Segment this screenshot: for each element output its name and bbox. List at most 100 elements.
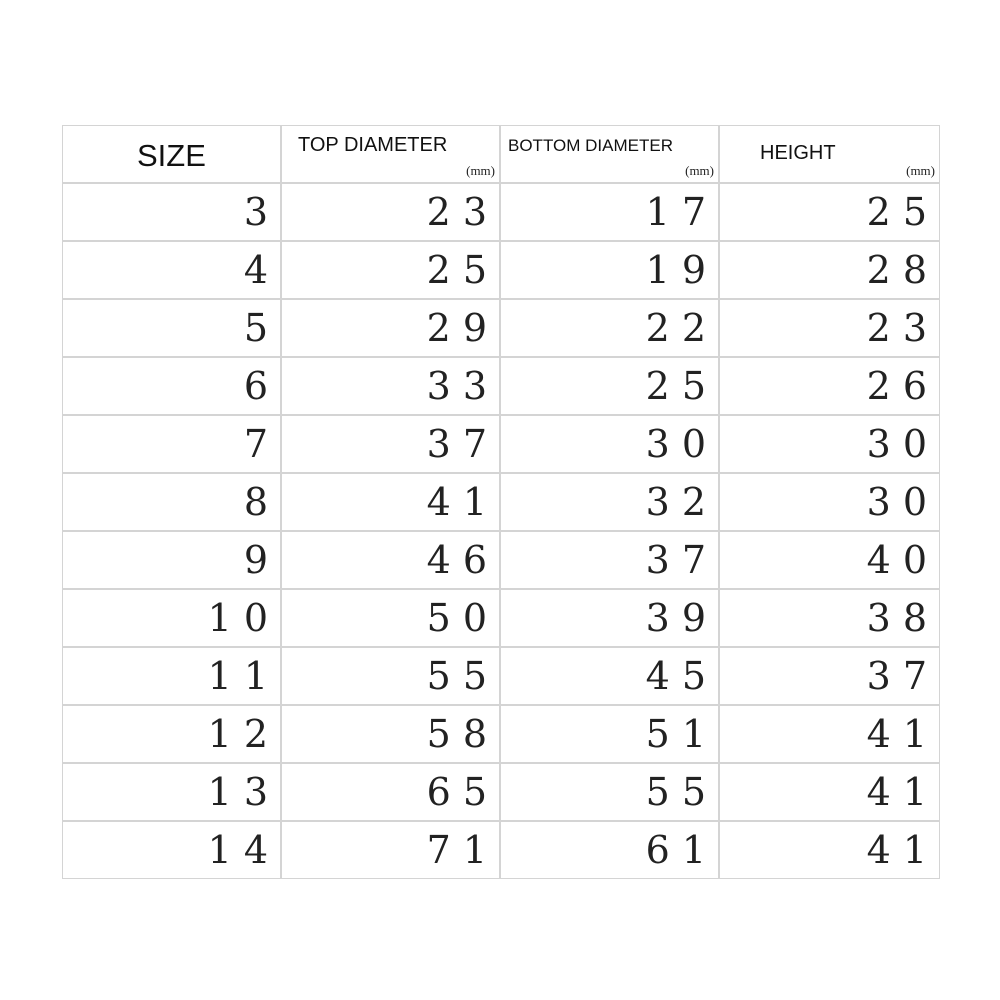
- table-cell: 41: [719, 821, 940, 879]
- table-cell: 11: [62, 647, 281, 705]
- cell-value: 23: [426, 190, 499, 234]
- cell-value: 46: [426, 538, 499, 582]
- column-title: TOP DIAMETER: [298, 134, 448, 156]
- cell-value: 33: [426, 364, 499, 408]
- column-title: BOTTOM DIAMETER: [508, 136, 673, 155]
- cell-value: 7: [243, 422, 280, 466]
- table-cell: 32: [500, 473, 719, 531]
- table-cell: 7: [62, 415, 281, 473]
- table-cell: 41: [281, 473, 500, 531]
- cell-value: 41: [426, 480, 499, 524]
- cell-value: 3: [243, 190, 280, 234]
- cell-value: 22: [645, 306, 718, 350]
- cell-value: 13: [207, 770, 280, 814]
- table-cell: 25: [719, 183, 940, 241]
- table-cell: 37: [500, 531, 719, 589]
- cell-value: 30: [866, 422, 939, 466]
- cell-value: 28: [866, 248, 939, 292]
- cell-value: 23: [866, 306, 939, 350]
- table-cell: 37: [281, 415, 500, 473]
- cell-value: 19: [645, 248, 718, 292]
- cell-value: 9: [243, 538, 280, 582]
- table-cell: 10: [62, 589, 281, 647]
- table-cell: 17: [500, 183, 719, 241]
- table-cell: 13: [62, 763, 281, 821]
- table-cell: 14: [62, 821, 281, 879]
- table-cell: 5: [62, 299, 281, 357]
- cell-value: 11: [207, 654, 280, 698]
- cell-value: 12: [207, 712, 280, 756]
- cell-value: 55: [645, 770, 718, 814]
- table-cell: 45: [500, 647, 719, 705]
- cell-value: 10: [207, 596, 280, 640]
- cell-value: 71: [426, 828, 499, 872]
- table-cell: 38: [719, 589, 940, 647]
- table-cell: 23: [281, 183, 500, 241]
- column-title: HEIGHT: [760, 142, 836, 164]
- cell-value: 38: [866, 596, 939, 640]
- cell-value: 55: [426, 654, 499, 698]
- table-cell: 51: [500, 705, 719, 763]
- table-cell: 41: [719, 705, 940, 763]
- cell-value: 14: [207, 828, 280, 872]
- table-cell: 71: [281, 821, 500, 879]
- cell-value: 25: [645, 364, 718, 408]
- cell-value: 50: [426, 596, 499, 640]
- cell-value: 65: [426, 770, 499, 814]
- column-unit: (mm): [685, 163, 714, 178]
- cell-value: 5: [243, 306, 280, 350]
- cell-value: 37: [645, 538, 718, 582]
- cell-value: 37: [426, 422, 499, 466]
- cell-value: 29: [426, 306, 499, 350]
- header-cell: HEIGHT (mm): [719, 125, 940, 183]
- table-cell: 40: [719, 531, 940, 589]
- column-unit: (mm): [466, 163, 495, 178]
- table-cell: 3: [62, 183, 281, 241]
- cell-value: 39: [645, 596, 718, 640]
- table-cell: 65: [281, 763, 500, 821]
- cell-value: 51: [645, 712, 718, 756]
- cell-value: 25: [426, 248, 499, 292]
- table-cell: 61: [500, 821, 719, 879]
- table-cell: 29: [281, 299, 500, 357]
- table-cell: 39: [500, 589, 719, 647]
- table-cell: 28: [719, 241, 940, 299]
- cell-value: 17: [645, 190, 718, 234]
- table-cell: 6: [62, 357, 281, 415]
- table-cell: 9: [62, 531, 281, 589]
- cell-value: 41: [866, 712, 939, 756]
- table-cell: 26: [719, 357, 940, 415]
- table-cell: 30: [719, 415, 940, 473]
- table-cell: 58: [281, 705, 500, 763]
- table-cell: 8: [62, 473, 281, 531]
- table-cell: 37: [719, 647, 940, 705]
- cell-value: 41: [866, 770, 939, 814]
- table-cell: 25: [500, 357, 719, 415]
- table-cell: 46: [281, 531, 500, 589]
- table-cell: 33: [281, 357, 500, 415]
- cell-value: 8: [243, 480, 280, 524]
- table-cell: 30: [500, 415, 719, 473]
- cell-value: 45: [645, 654, 718, 698]
- cell-value: 30: [645, 422, 718, 466]
- table-cell: 55: [281, 647, 500, 705]
- table-cell: 30: [719, 473, 940, 531]
- table-cell: 25: [281, 241, 500, 299]
- table-cell: 12: [62, 705, 281, 763]
- cell-value: 41: [866, 828, 939, 872]
- table-cell: 22: [500, 299, 719, 357]
- cell-value: 25: [866, 190, 939, 234]
- cell-value: 6: [243, 364, 280, 408]
- header-cell: BOTTOM DIAMETER (mm): [500, 125, 719, 183]
- cell-value: 37: [866, 654, 939, 698]
- header-cell: SIZE: [62, 125, 281, 183]
- cell-value: 32: [645, 480, 718, 524]
- cell-value: 4: [243, 248, 280, 292]
- column-title: SIZE: [137, 138, 206, 173]
- cell-value: 61: [645, 828, 718, 872]
- table-cell: 41: [719, 763, 940, 821]
- cell-value: 26: [866, 364, 939, 408]
- cell-value: 58: [426, 712, 499, 756]
- header-cell: TOP DIAMETER (mm): [281, 125, 500, 183]
